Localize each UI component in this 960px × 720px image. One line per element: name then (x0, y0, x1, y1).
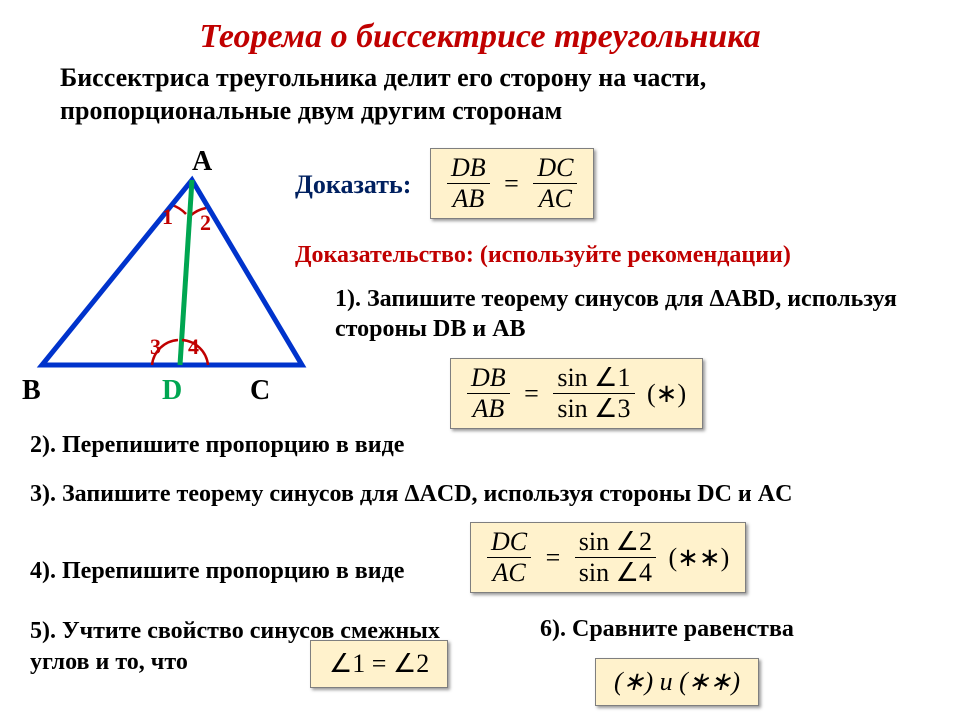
star-lnum: DB (467, 365, 510, 394)
step-1: 1). Запишите теорему синусов для ΔABD, и… (335, 284, 920, 344)
dstar-tag: (∗∗) (662, 545, 729, 571)
star-tag: (∗) (641, 381, 686, 407)
vertex-a-label: A (192, 146, 212, 178)
angle-1-label: 1 (162, 204, 173, 230)
prove-rnum: DC (533, 155, 577, 184)
formula-dstar: DC AC = sin ∠2 sin ∠4 (∗∗) (470, 522, 746, 593)
dstar-lnum: DC (487, 529, 531, 558)
step-6: 6). Сравните равенства (540, 616, 930, 643)
step-4: 4). Перепишите пропорцию в виде (30, 558, 404, 585)
compare-text: (∗) и (∗∗) (614, 667, 740, 696)
proof-hint: Доказательство: (используйте рекомендаци… (295, 242, 930, 269)
prove-rden: AC (533, 184, 577, 212)
prove-lnum: DB (447, 155, 490, 184)
step-3: 3). Запишите теорему синусов для ΔACD, и… (30, 478, 920, 510)
prove-lden: AB (447, 184, 490, 212)
star-rden: sin ∠3 (553, 394, 634, 422)
prove-label: Доказать: (295, 170, 411, 200)
angle-eq-text: ∠1 = ∠2 (329, 649, 429, 678)
angle-3-label: 3 (150, 334, 161, 360)
dstar-lden: AC (487, 558, 531, 586)
dstar-rden: sin ∠4 (575, 558, 656, 586)
triangle-diagram: A B C D 1 2 3 4 (22, 150, 332, 420)
vertex-c-label: C (250, 375, 270, 407)
step-2: 2). Перепишите пропорцию в виде (30, 432, 920, 459)
page-title: Теорема о биссектрисе треугольника (0, 18, 960, 56)
formula-compare: (∗) и (∗∗) (595, 658, 759, 706)
vertex-b-label: B (22, 375, 41, 407)
slide: Теорема о биссектрисе треугольника Биссе… (0, 0, 960, 720)
star-lden: AB (467, 394, 510, 422)
angle-2-label: 2 (200, 210, 211, 236)
formula-star: DB AB = sin ∠1 sin ∠3 (∗) (450, 358, 703, 429)
star-rnum: sin ∠1 (553, 365, 634, 394)
dstar-rnum: sin ∠2 (575, 529, 656, 558)
angle-4-label: 4 (188, 334, 199, 360)
formula-prove: DB AB = DC AC (430, 148, 594, 219)
formula-angle-eq: ∠1 = ∠2 (310, 640, 448, 688)
vertex-d-label: D (162, 375, 182, 407)
theorem-statement: Биссектриса треугольника делит его сторо… (60, 62, 920, 127)
